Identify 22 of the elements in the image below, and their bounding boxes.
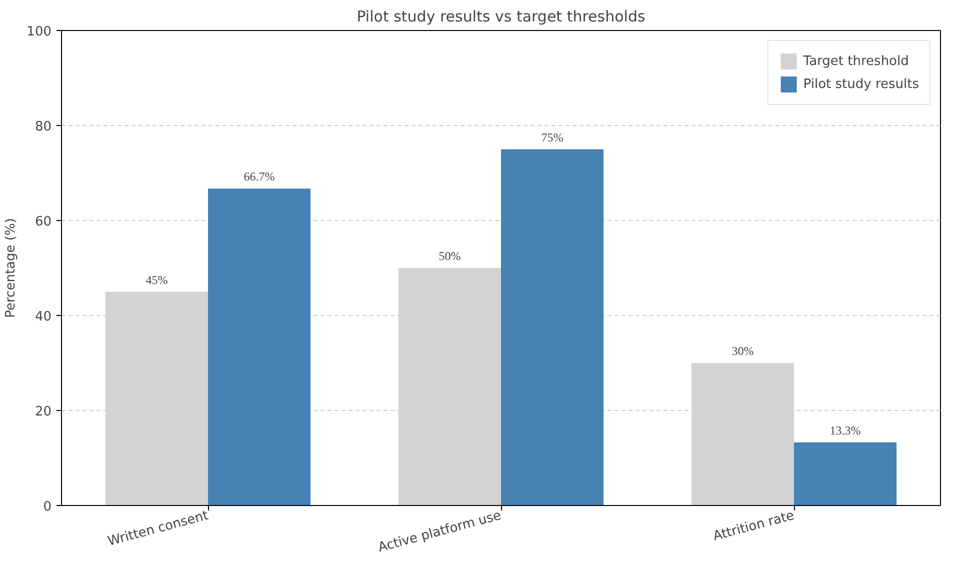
y-tick-label: 20 bbox=[34, 404, 52, 420]
chart-title: Pilot study results vs target thresholds bbox=[356, 8, 646, 26]
bar bbox=[501, 149, 604, 506]
y-tick-label: 0 bbox=[43, 500, 52, 514]
y-tick-label: 80 bbox=[34, 120, 52, 134]
y-tick-label: 100 bbox=[26, 24, 52, 40]
y-axis-title: Percentage (%) bbox=[4, 218, 19, 318]
data-label: 13.3% bbox=[830, 423, 861, 438]
bar bbox=[794, 442, 897, 506]
legend-label: Target threshold bbox=[803, 54, 909, 68]
bar bbox=[691, 363, 794, 506]
data-label: 50% bbox=[438, 249, 461, 263]
data-label: 75% bbox=[541, 130, 564, 144]
x-tick-label: Written consent bbox=[106, 508, 210, 550]
data-label: 45% bbox=[146, 272, 168, 287]
data-label: 30% bbox=[732, 344, 754, 358]
bar bbox=[208, 188, 311, 506]
y-tick-label: 60 bbox=[34, 214, 52, 230]
data-label: 66.7% bbox=[244, 170, 275, 184]
legend-label: Pilot study results bbox=[803, 76, 919, 92]
x-tick-label: Attrition rate bbox=[712, 508, 796, 544]
y-tick-label: 40 bbox=[34, 310, 52, 324]
